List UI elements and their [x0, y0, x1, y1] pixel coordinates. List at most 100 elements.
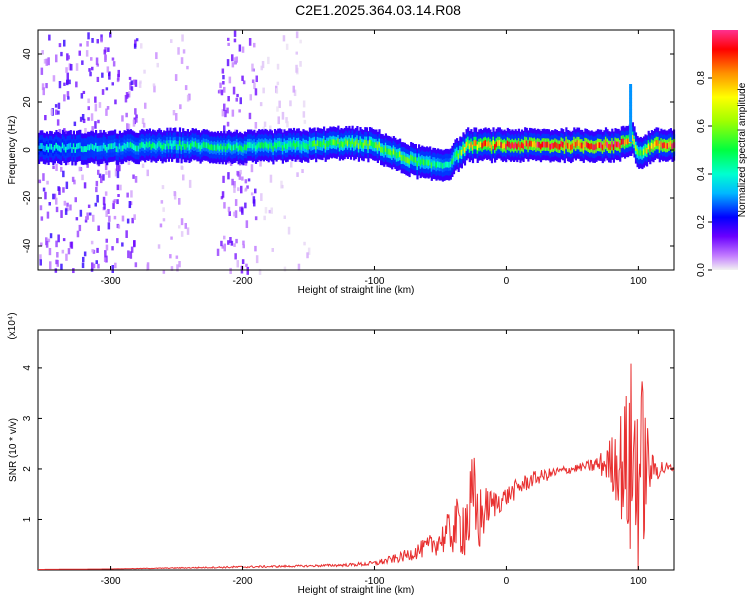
spectrogram-ridge-cell	[266, 142, 269, 149]
spectrogram-noise-cell	[92, 263, 96, 269]
spectrogram-noise-cell	[218, 89, 221, 94]
spectrogram-noise-cell	[58, 81, 62, 89]
spectrogram-ridge-cell	[383, 148, 386, 155]
spectrogram-ridge-cell	[64, 146, 68, 153]
spectrogram-y-tick-label: 20	[22, 96, 33, 108]
spectrogram-ridge-cell	[492, 140, 495, 146]
spectrogram-ridge-cell	[460, 149, 463, 156]
spectrogram-ridge-cell	[340, 140, 343, 147]
spectrogram-ridge-cell	[508, 141, 511, 148]
spectrogram-noise-cell	[227, 172, 230, 180]
spectrogram-noise-cell	[91, 38, 94, 43]
spectrogram-x-tick-label: -300	[101, 276, 121, 287]
spectrogram-noise-cell	[180, 165, 183, 170]
spectrogram-x-tick-label: -100	[364, 276, 384, 287]
spectrogram-ridge-cell	[562, 141, 565, 148]
spectrogram-ridge-cell	[495, 141, 498, 148]
spectrogram-ridge-cell	[557, 143, 560, 150]
spectrogram-ridge-cell	[153, 143, 156, 149]
spectrogram-ridge-cell	[471, 144, 475, 151]
spectrogram-ridge-cell	[107, 143, 110, 150]
snr-x-ticks: -300 -200 -100 0 100	[101, 330, 647, 587]
spectrogram-noise-cell	[55, 259, 58, 265]
spectrogram-noise-cell	[159, 223, 163, 228]
spectrogram-noise-cell	[146, 169, 149, 177]
spectrogram-noise-cell	[135, 117, 138, 123]
spectrogram-noise-cell	[231, 54, 234, 62]
spectrogram-noise-cell	[104, 191, 108, 196]
spectrogram-noise-cell	[104, 163, 108, 171]
spectrogram-ridge-cell	[316, 140, 319, 146]
spectrogram-noise-cell	[222, 81, 225, 85]
spectrogram-ridge-cell	[554, 141, 557, 148]
snr-x-tick-label: -100	[364, 576, 384, 587]
spectrogram-ridge-cell	[237, 145, 240, 152]
spectrogram-ridge-cell	[425, 159, 429, 165]
colorbar-tick-label: 0.2	[696, 215, 707, 229]
spectrogram-noise-cell	[90, 57, 93, 61]
spectrogram-ridge-cell	[41, 143, 44, 149]
spectrogram-noise-cell	[114, 99, 117, 105]
spectrogram-noise-cell	[63, 39, 66, 47]
spectrogram-noise-cell	[45, 83, 48, 89]
spectrogram-noise-cell	[86, 212, 89, 220]
spectrogram-noise-cell	[49, 261, 52, 270]
spectrogram-ridge-cell	[657, 140, 660, 147]
spectrogram-noise-cell	[222, 175, 225, 183]
spectrogram-noise-cell	[126, 218, 130, 224]
spectrogram-noise-cell	[105, 238, 108, 243]
spectrogram-noise-cell	[170, 266, 174, 271]
spectrogram-noise-cell	[227, 42, 230, 46]
spectrogram-noise-cell	[292, 85, 295, 93]
spectrogram-noise-cell	[134, 108, 137, 115]
spectrogram-noise-cell	[48, 34, 51, 41]
spectrogram-noise-cell	[104, 54, 107, 61]
spectrogram-ridge-cell	[579, 142, 582, 149]
spectrogram-noise-cell	[275, 88, 279, 94]
spectrogram-ridge-cell	[280, 141, 283, 148]
spectrogram-noise-cell	[87, 106, 90, 111]
spectrogram-noise-cell	[104, 250, 107, 258]
spectrogram-noise-cell	[55, 109, 58, 115]
spectrogram-ridge-cell	[109, 143, 112, 150]
spectrogram-ridge-cell	[193, 141, 196, 148]
spectrogram-noise-cell	[73, 179, 76, 185]
spectrogram-noise-cell	[251, 79, 255, 84]
spectrogram-noise-cell	[48, 202, 51, 206]
spectrogram-noise-cell	[237, 187, 240, 192]
spectrogram-noise-cell	[281, 111, 285, 120]
spectrogram-ridge-cell	[501, 143, 505, 150]
spectrogram-noise-cell	[155, 52, 158, 60]
spectrogram-noise-cell	[231, 178, 234, 186]
spectrogram-noise-cell	[306, 252, 309, 259]
spectrogram-noise-cell	[70, 241, 74, 249]
spectrogram-ridge-cell	[444, 161, 448, 168]
spectrogram-noise-cell	[89, 71, 92, 77]
spectrogram-ridge-cell	[311, 141, 315, 147]
spectrogram-noise-cell	[92, 214, 95, 222]
spectrogram-ridge-cell	[653, 141, 657, 148]
spectrogram-ridge-cell	[589, 143, 592, 150]
spectrogram-ridge-cell	[456, 150, 459, 157]
spectrogram-noise-cell	[79, 116, 83, 122]
spectrogram-ridge-cell	[55, 142, 58, 149]
spectrogram-noise-cell	[301, 169, 304, 174]
spectrogram-ridge-cell	[566, 142, 570, 149]
spectrogram-ridge-cell	[319, 141, 322, 147]
spectrogram-noise-cell	[227, 206, 231, 212]
spectrogram-noise-cell	[238, 172, 242, 180]
spectrogram-noise-cell	[67, 96, 70, 100]
spectrogram-noise-cell	[79, 167, 83, 171]
spectrogram-ridge-cell	[278, 141, 281, 147]
spectrogram-ridge-cell	[321, 141, 324, 148]
spectrogram-ridge-cell	[243, 144, 246, 151]
spectrogram-noise-cell	[82, 118, 86, 124]
spectrogram-noise-cell	[63, 200, 67, 206]
spectrogram-ridge-cell	[576, 140, 579, 146]
spectrogram-ridge-cell	[235, 142, 239, 149]
spectrogram-ridge-cell	[150, 143, 153, 150]
spectrogram-noise-cell	[283, 266, 287, 272]
spectrogram-noise-cell	[105, 255, 108, 263]
spectrogram-ridge-cell	[148, 141, 151, 147]
spectrogram-noise-cell	[276, 81, 280, 86]
